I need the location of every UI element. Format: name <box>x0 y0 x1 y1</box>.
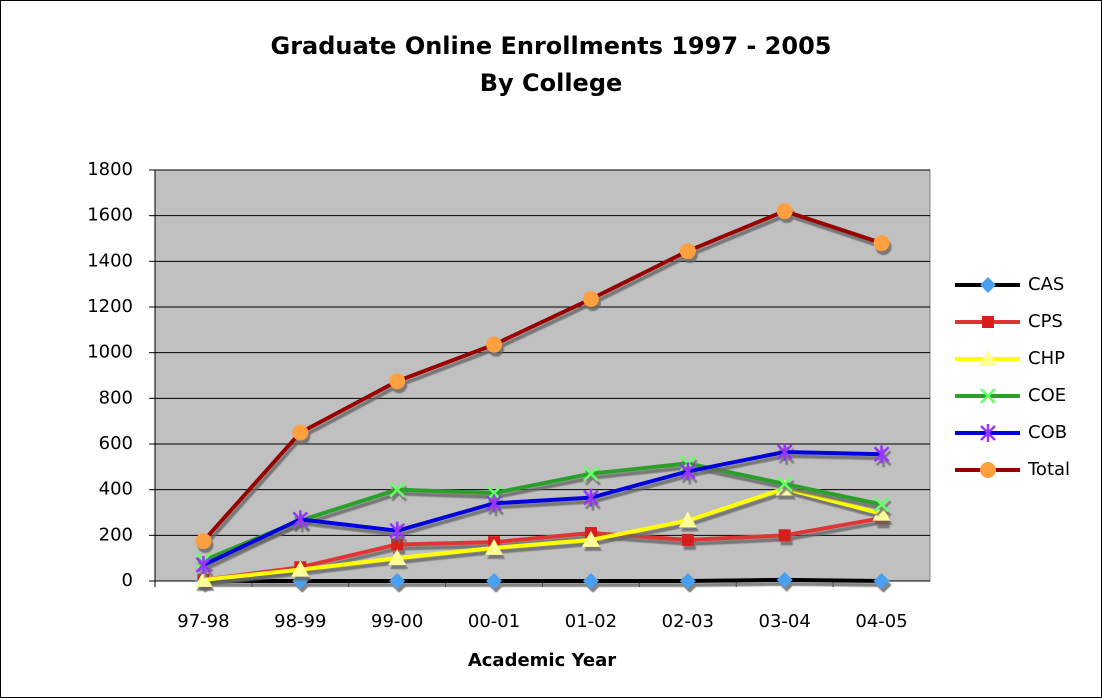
marker <box>679 243 696 260</box>
marker <box>391 538 404 551</box>
y-tick-label: 200 <box>99 524 133 545</box>
marker <box>873 235 890 252</box>
legend-label: COB <box>1028 422 1067 443</box>
marker <box>873 496 890 513</box>
marker <box>194 570 213 587</box>
chart-title: By College <box>480 69 623 97</box>
x-tick-label: 98-99 <box>274 611 326 632</box>
series <box>195 442 890 575</box>
y-tick-label: 400 <box>99 479 133 500</box>
marker <box>292 573 309 589</box>
series <box>195 571 890 589</box>
marker <box>980 424 996 442</box>
marker <box>776 476 793 492</box>
marker <box>486 573 503 589</box>
marker <box>980 462 996 478</box>
plot-area <box>154 169 931 582</box>
y-tick-label: 600 <box>99 433 133 454</box>
marker <box>775 479 794 496</box>
series-line <box>202 449 882 567</box>
legend-item: COB <box>955 422 1067 443</box>
marker <box>486 494 502 513</box>
y-tick-label: 1400 <box>87 250 133 271</box>
marker <box>582 291 599 308</box>
marker <box>389 481 406 498</box>
marker <box>873 573 890 589</box>
series-line <box>202 461 882 563</box>
x-tick-label: 99-00 <box>371 611 423 632</box>
marker <box>979 350 997 366</box>
legend-label: CPS <box>1028 311 1063 332</box>
marker <box>389 521 406 540</box>
series <box>195 203 890 550</box>
y-tick-label: 1800 <box>87 159 133 180</box>
y-tick-label: 800 <box>99 387 133 408</box>
marker <box>582 573 599 589</box>
x-tick-label: 97-98 <box>177 611 229 632</box>
marker <box>583 488 599 507</box>
legend-item: CAS <box>955 274 1064 295</box>
legend-label: CAS <box>1028 274 1064 295</box>
marker <box>195 533 212 550</box>
marker <box>776 442 793 461</box>
series-line <box>201 209 883 543</box>
marker <box>872 504 891 521</box>
legend-label: CHP <box>1028 348 1065 369</box>
marker <box>583 465 599 482</box>
legend-item: CPS <box>955 311 1063 332</box>
legend-item: Total <box>955 459 1070 480</box>
marker <box>982 316 994 328</box>
x-tick-label: 03-04 <box>759 611 811 632</box>
x-tick-label: 04-05 <box>855 611 907 632</box>
y-tick-label: 1000 <box>87 342 133 363</box>
marker <box>778 529 791 542</box>
series-line <box>203 516 882 582</box>
legend-label: COE <box>1028 385 1066 406</box>
marker <box>486 336 503 353</box>
marker <box>292 424 309 441</box>
marker <box>195 556 212 575</box>
marker <box>389 373 406 390</box>
marker <box>389 573 406 589</box>
x-tick-label: 00-01 <box>468 611 520 632</box>
marker <box>681 533 694 546</box>
marker <box>980 277 996 293</box>
marker <box>980 388 996 404</box>
series-line <box>203 486 883 582</box>
chart-title: Graduate Online Enrollments 1997 - 2005 <box>271 32 832 60</box>
y-tick-label: 0 <box>122 570 133 591</box>
marker <box>873 445 890 464</box>
marker <box>679 573 696 589</box>
y-tick-label: 1200 <box>87 296 133 317</box>
series <box>194 479 891 587</box>
y-tick-label: 1600 <box>87 205 133 226</box>
marker <box>776 571 793 588</box>
marker <box>679 462 696 481</box>
marker <box>678 511 697 528</box>
marker <box>581 530 600 547</box>
legend-item: COE <box>955 385 1066 406</box>
marker <box>292 510 309 529</box>
x-axis-title: Academic Year <box>468 650 616 671</box>
marker <box>485 538 504 555</box>
x-tick-label: 02-03 <box>662 611 714 632</box>
marker <box>291 560 310 577</box>
marker <box>388 549 407 566</box>
legend-item: CHP <box>955 348 1065 369</box>
x-tick-label: 01-02 <box>565 611 617 632</box>
marker <box>776 203 793 220</box>
series-line <box>203 577 882 583</box>
legend-label: Total <box>1027 459 1070 480</box>
